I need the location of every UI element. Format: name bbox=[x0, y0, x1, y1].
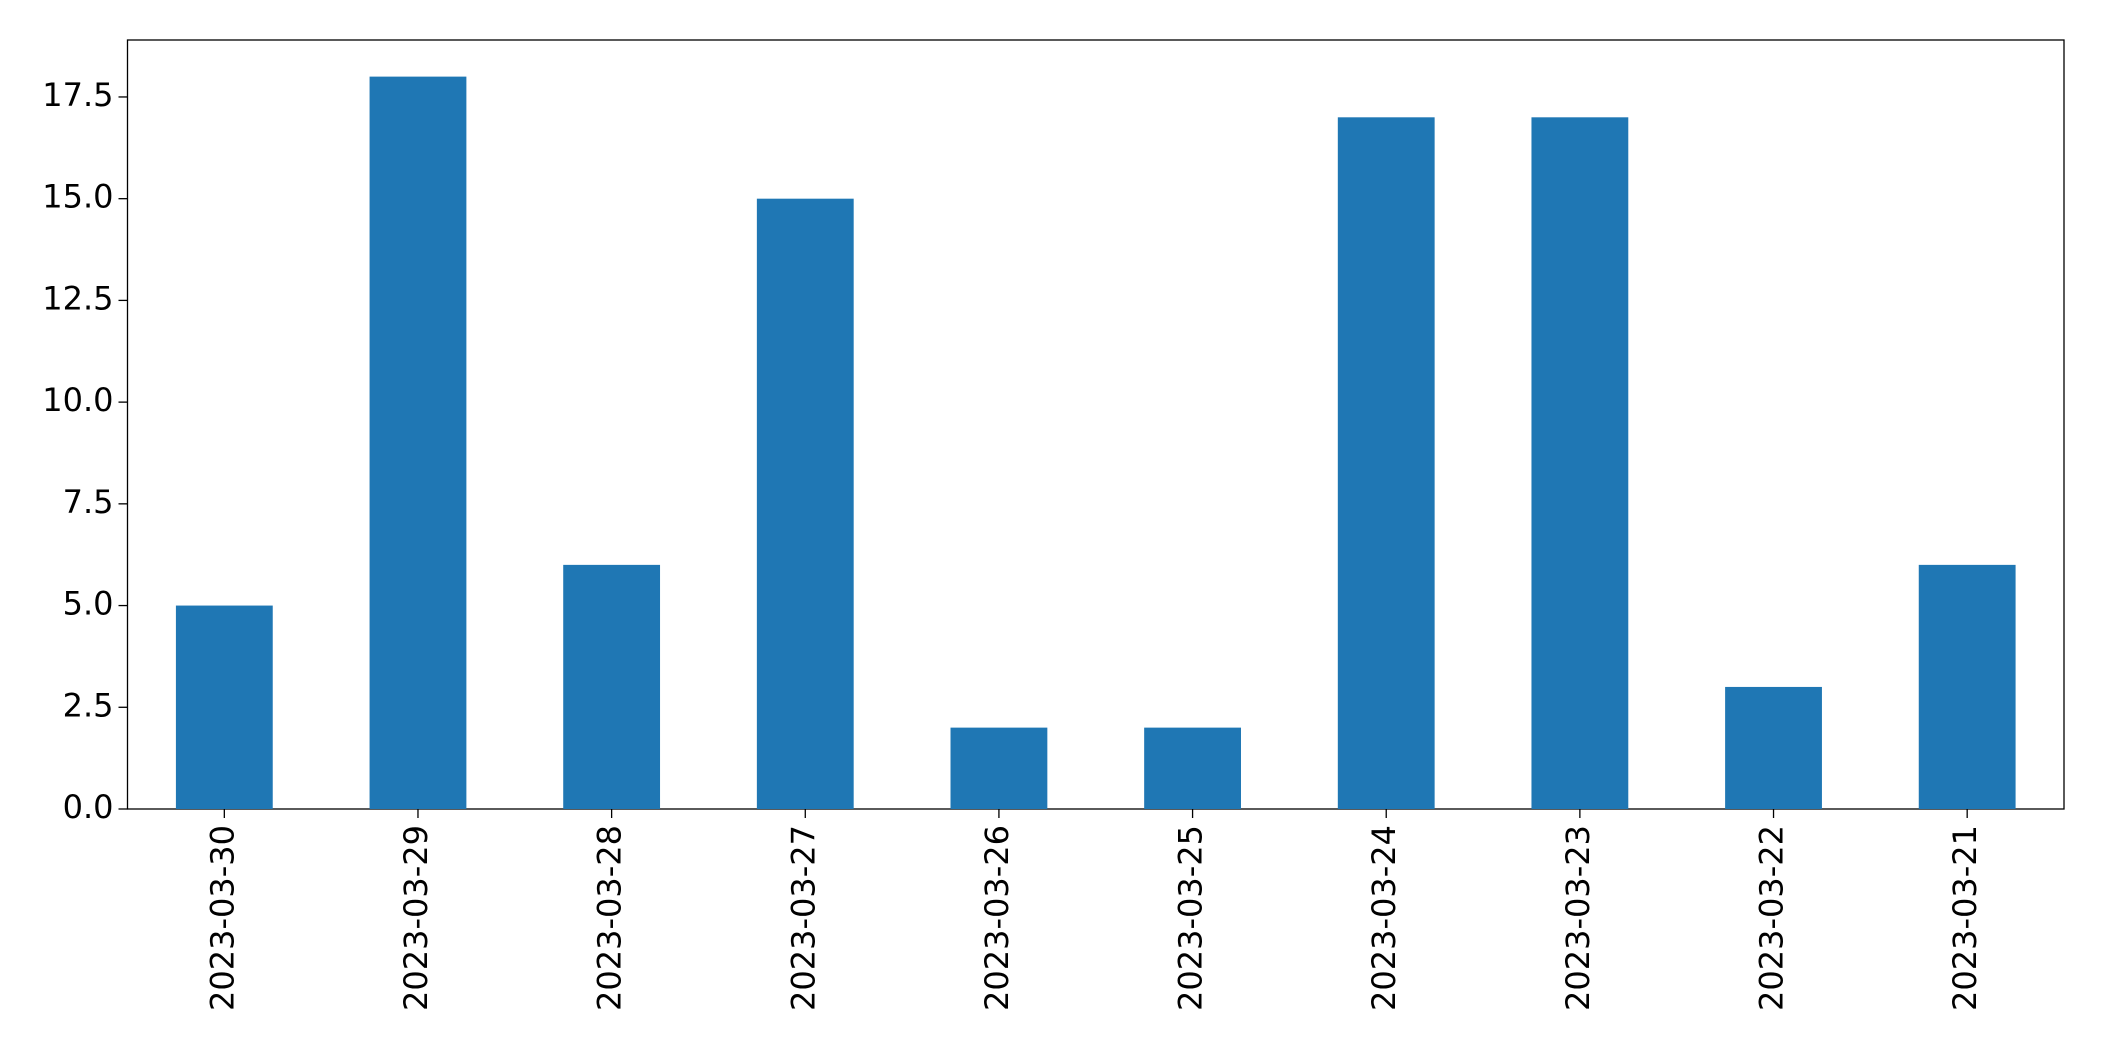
y-tick-label: 17.5 bbox=[42, 76, 113, 114]
x-tick-label: 2023-03-26 bbox=[978, 825, 1016, 1011]
bar bbox=[1531, 117, 1629, 809]
bar bbox=[563, 564, 661, 809]
y-tick-label: 10.0 bbox=[42, 381, 113, 419]
y-tick-label: 2.5 bbox=[63, 686, 114, 724]
bar bbox=[950, 727, 1048, 809]
x-tick-label: 2023-03-25 bbox=[1172, 825, 1210, 1011]
x-tick-label: 2023-03-29 bbox=[397, 825, 435, 1011]
x-tick-label: 2023-03-30 bbox=[203, 825, 241, 1011]
y-tick-label: 0.0 bbox=[63, 788, 114, 826]
bar bbox=[1918, 564, 2016, 809]
y-tick-label: 12.5 bbox=[42, 279, 113, 317]
bar bbox=[756, 198, 854, 809]
x-tick-label: 2023-03-28 bbox=[591, 825, 629, 1011]
bar bbox=[369, 76, 467, 810]
y-tick-label: 15.0 bbox=[42, 178, 113, 216]
x-tick-label: 2023-03-27 bbox=[784, 825, 822, 1011]
bar bbox=[1725, 686, 1822, 809]
x-tick-label: 2023-03-21 bbox=[1946, 825, 1984, 1011]
x-tick-label: 2023-03-24 bbox=[1365, 825, 1403, 1011]
bar bbox=[1144, 727, 1241, 809]
y-tick-label: 5.0 bbox=[63, 585, 114, 623]
y-tick-label: 7.5 bbox=[63, 483, 114, 521]
plot-frame bbox=[126, 39, 2065, 810]
x-tick-label: 2023-03-22 bbox=[1753, 825, 1791, 1011]
bar bbox=[175, 605, 273, 809]
x-tick-label: 2023-03-23 bbox=[1559, 825, 1597, 1011]
bar bbox=[1337, 117, 1435, 809]
